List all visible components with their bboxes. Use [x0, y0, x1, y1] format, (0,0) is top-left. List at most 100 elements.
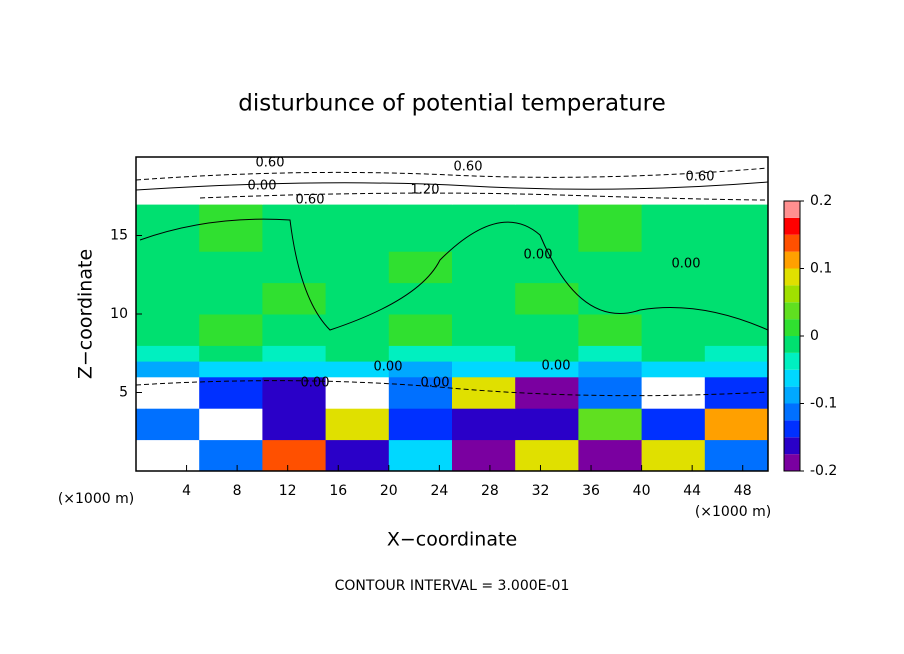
cell — [641, 361, 706, 378]
x-tick-label: 8 — [233, 483, 242, 499]
cell — [515, 314, 579, 346]
cell — [578, 408, 643, 441]
cell — [325, 157, 390, 205]
cell — [325, 282, 390, 315]
cell — [325, 408, 390, 441]
cell — [262, 251, 327, 284]
contour-label: 0.00 — [542, 359, 571, 374]
cell — [262, 157, 327, 205]
cell — [388, 314, 453, 346]
cell — [136, 314, 200, 346]
cell — [388, 157, 453, 205]
cell — [578, 361, 643, 378]
cell — [452, 408, 516, 441]
colorbar-swatch — [784, 285, 800, 303]
cell — [641, 204, 706, 252]
cell — [388, 376, 453, 409]
colorbar-swatch — [784, 369, 800, 387]
field — [136, 157, 769, 472]
cell — [641, 408, 706, 441]
colorbar-tick-label: 0.2 — [810, 193, 832, 209]
cell — [641, 376, 706, 409]
cell — [452, 282, 516, 315]
cell — [452, 345, 516, 362]
cell — [199, 314, 263, 346]
cell — [388, 408, 453, 441]
x-tick-label: 40 — [633, 483, 651, 499]
cell — [704, 439, 769, 472]
cell — [704, 282, 769, 315]
cell — [515, 282, 579, 315]
contour-label: 0.00 — [374, 360, 403, 375]
x-tick-label: 24 — [430, 483, 448, 499]
cell — [641, 345, 706, 362]
cell — [199, 361, 263, 378]
contour-label: 0.00 — [672, 257, 701, 272]
cell — [262, 282, 327, 315]
cell — [578, 439, 643, 472]
cell — [704, 314, 769, 346]
contour-line — [135, 380, 769, 397]
cell — [641, 314, 706, 346]
cell — [199, 157, 263, 205]
x-axis-label: X−coordinate — [387, 529, 517, 551]
colorbar-swatch — [784, 336, 800, 353]
cell — [325, 376, 390, 409]
contour-lines — [135, 167, 769, 397]
cell — [136, 439, 200, 472]
cell — [704, 376, 769, 409]
colorbar-tick-label: -0.2 — [810, 463, 837, 479]
cell — [325, 345, 390, 362]
cell — [704, 408, 769, 441]
cell — [452, 439, 516, 472]
cell — [262, 408, 327, 441]
cell — [452, 376, 516, 409]
contour-label: 0.60 — [256, 156, 285, 171]
cell — [262, 439, 327, 472]
cell — [515, 439, 579, 472]
colorbar-swatch — [784, 352, 800, 370]
cell — [136, 282, 200, 315]
colorbar-swatch — [784, 201, 800, 218]
cell — [578, 314, 643, 346]
contour-line — [135, 181, 769, 191]
cell — [388, 361, 453, 378]
x-tick-label: 32 — [532, 483, 550, 499]
colorbar-swatch — [784, 319, 800, 336]
cell — [452, 251, 516, 284]
cell — [641, 251, 706, 284]
contour-label: 1.20 — [411, 183, 440, 198]
cell — [388, 204, 453, 252]
cell — [325, 204, 390, 252]
cell — [136, 408, 200, 441]
contour-label: 0.00 — [301, 376, 330, 391]
cell — [262, 376, 327, 409]
cell — [199, 345, 263, 362]
cell — [136, 361, 200, 378]
cell — [199, 439, 263, 472]
cell — [199, 251, 263, 284]
cell — [388, 345, 453, 362]
x-tick-label: 12 — [279, 483, 297, 499]
cell — [262, 361, 327, 378]
x-tick-label: 20 — [380, 483, 398, 499]
colorbar-tick-label: -0.1 — [810, 396, 837, 412]
colorbar-swatch — [784, 437, 800, 455]
cell — [199, 204, 263, 252]
cell — [452, 314, 516, 346]
cell — [515, 376, 579, 409]
cell — [199, 408, 263, 441]
colorbar-swatch — [784, 234, 800, 252]
cell — [641, 157, 706, 205]
cell — [578, 345, 643, 362]
cell — [199, 282, 263, 315]
x-tick-label: 44 — [683, 483, 701, 499]
cell — [388, 251, 453, 284]
x-tick-label: 4 — [182, 483, 191, 499]
colorbar-swatch — [784, 420, 800, 438]
y-tick-label: 5 — [119, 385, 128, 401]
cell — [578, 251, 643, 284]
cell — [388, 282, 453, 315]
y-axis-label: Z−coordinate — [75, 249, 97, 379]
